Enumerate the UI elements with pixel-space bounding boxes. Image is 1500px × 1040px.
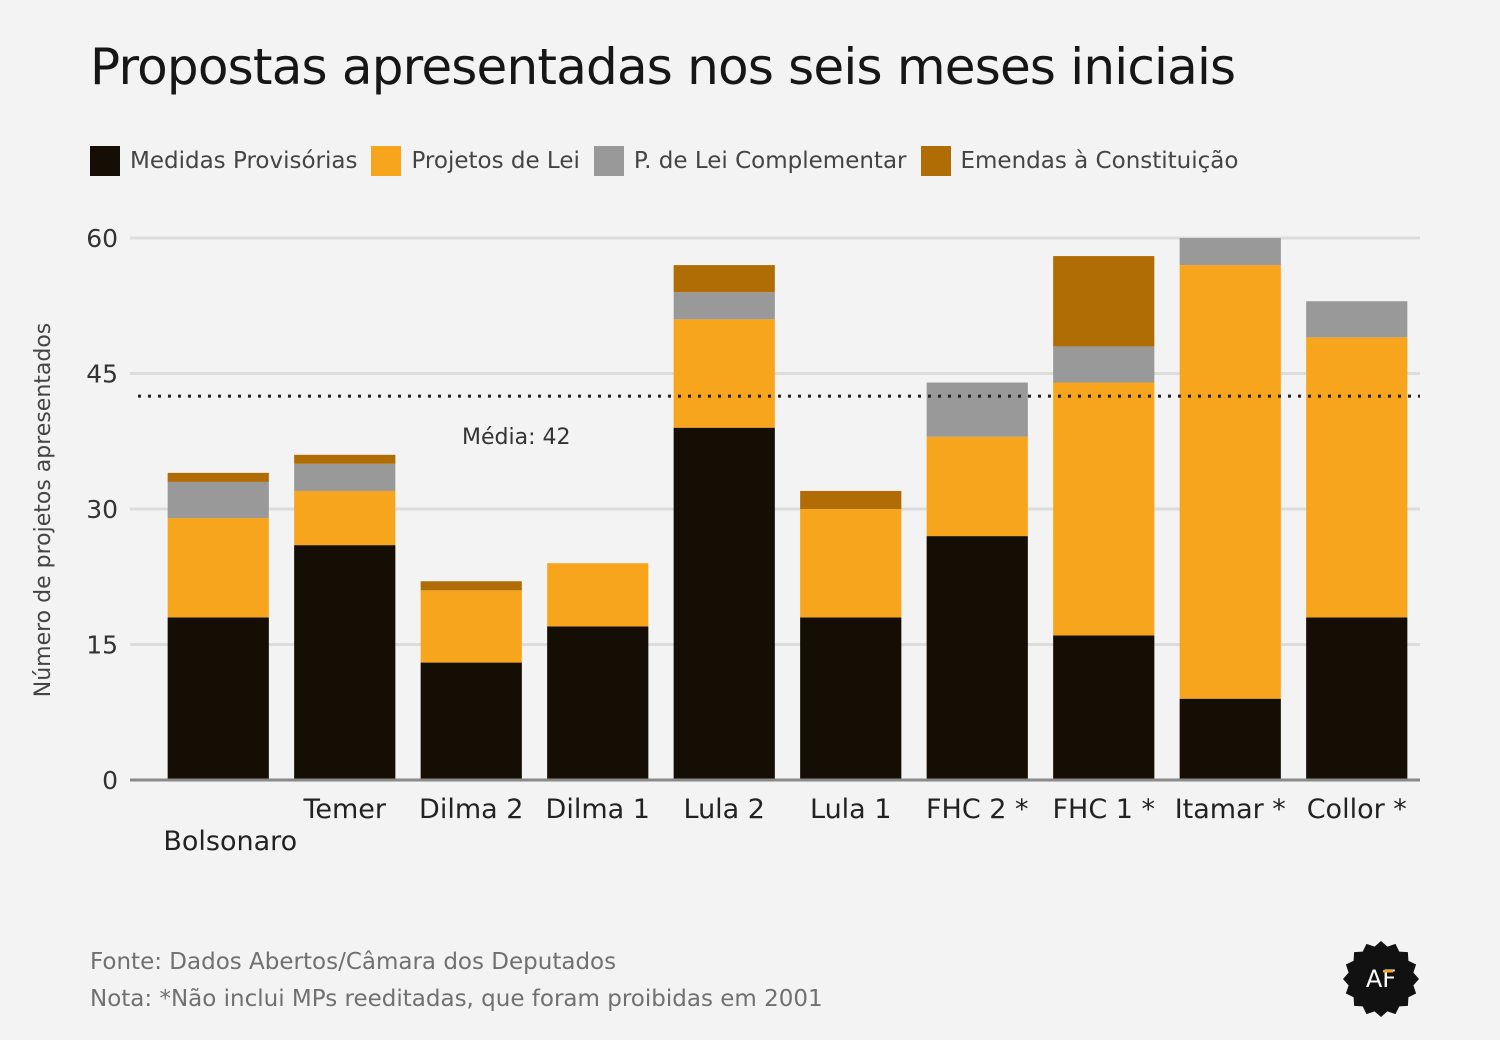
bar-segment — [167, 472, 269, 482]
bar-segment — [673, 427, 775, 780]
bar-segment — [1179, 265, 1281, 699]
legend-swatch — [90, 146, 120, 176]
logo-text: AF — [1366, 965, 1396, 993]
bar-segment — [1053, 256, 1155, 347]
bar-segment — [926, 382, 1028, 437]
bar-segment — [167, 481, 269, 519]
bar-segment — [673, 265, 775, 293]
bar-segment — [1053, 635, 1155, 780]
legend-swatch — [371, 146, 402, 176]
y-tick-label: 45 — [86, 360, 118, 389]
logo-accent — [1383, 970, 1393, 973]
x-tick-label: Dilma 1 — [546, 794, 650, 825]
y-tick-label: 60 — [86, 224, 118, 253]
bar-segment — [1053, 346, 1155, 383]
bar-segment — [167, 518, 269, 618]
legend-item-emendas-constituicao: Emendas à Constituição — [920, 146, 1239, 176]
x-tick-label: Bolsonaro — [163, 826, 297, 857]
x-tick-label: FHC 1 * — [1052, 794, 1155, 825]
bar-segment — [420, 590, 522, 663]
chart-title: Propostas apresentadas nos seis meses in… — [90, 38, 1236, 96]
bar-segment — [800, 509, 902, 618]
legend-swatch — [593, 146, 624, 176]
x-tick-label: Dilma 2 — [419, 794, 523, 825]
bar-segment — [294, 463, 396, 491]
bar-segment — [673, 292, 775, 320]
bar-segment — [800, 617, 902, 780]
bar-segment — [1179, 698, 1281, 780]
x-tick-label: Itamar * — [1175, 794, 1286, 825]
legend-item-medidas-provisorias: Medidas Provisórias — [90, 146, 357, 176]
source-note: Fonte: Dados Abertos/Câmara dos Deputado… — [90, 949, 617, 975]
bar-segment — [167, 617, 269, 780]
legend-label: Medidas Provisórias — [130, 148, 358, 174]
chart-legend: Medidas Provisórias Projetos de Lei P. d… — [90, 146, 1238, 176]
bar-segment — [1306, 301, 1408, 338]
x-tick-label: Temer — [302, 794, 386, 825]
bar-segment — [294, 545, 396, 780]
bar-segment — [294, 490, 396, 546]
legend-label: Projetos de Lei — [411, 148, 580, 174]
bar-segment — [926, 436, 1028, 537]
y-tick-label: 30 — [86, 495, 118, 524]
legend-label: Emendas à Constituição — [960, 148, 1239, 174]
bar-segment — [547, 626, 649, 780]
legend-swatch — [920, 146, 951, 176]
bar-segment — [547, 563, 649, 627]
bar-segment — [294, 454, 396, 464]
bars — [167, 238, 1408, 780]
bar-segment — [1306, 337, 1408, 618]
bar-segment — [926, 536, 1028, 780]
y-tick-label: 15 — [86, 631, 118, 660]
x-tick-label: Lula 1 — [810, 794, 892, 825]
y-tick-label: 0 — [102, 766, 118, 795]
legend-item-projetos-de-lei: Projetos de Lei — [371, 146, 580, 176]
x-tick-label: Lula 2 — [684, 794, 766, 825]
bar-segment — [1179, 238, 1281, 266]
logo-badge: AF — [1343, 941, 1419, 1017]
x-tick-label: Collor * — [1307, 794, 1407, 825]
bar-segment — [1053, 382, 1155, 636]
bar-segment — [1306, 617, 1408, 780]
y-axis-label: Número de projetos apresentados — [31, 323, 56, 698]
legend-label: P. de Lei Complementar — [633, 148, 907, 174]
x-tick-label: FHC 2 * — [926, 794, 1029, 825]
legend-item-lei-complementar: P. de Lei Complementar — [593, 146, 907, 176]
bar-segment — [800, 490, 902, 509]
footer: Fonte: Dados Abertos/Câmara dos Deputado… — [90, 944, 823, 1018]
bar-segment — [420, 581, 522, 591]
average-line-label: Média: 42 — [462, 425, 570, 450]
bar-segment — [673, 319, 775, 428]
footnote: Nota: *Não inclui MPs reeditadas, que fo… — [90, 986, 823, 1012]
bar-segment — [420, 662, 522, 780]
